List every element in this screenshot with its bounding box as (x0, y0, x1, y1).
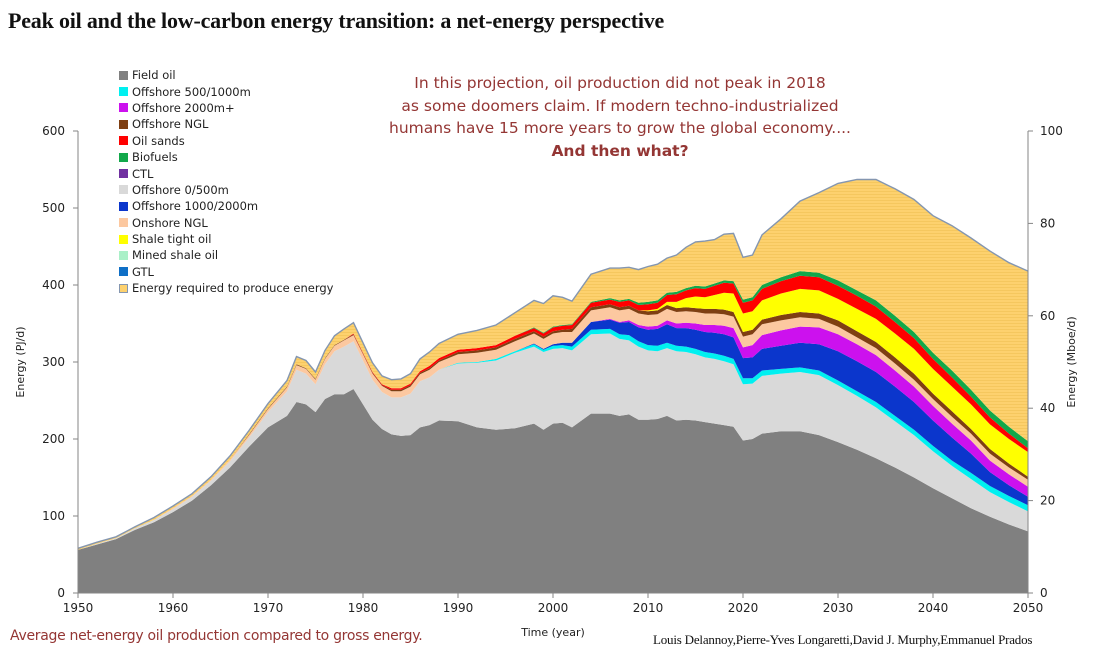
legend-label: Offshore NGL (132, 117, 209, 132)
legend-label: Offshore 2000m+ (132, 100, 235, 115)
x-tick-label: 1990 (443, 601, 474, 615)
area-offshore-0-500m (78, 333, 1028, 550)
x-tick-label: 1970 (253, 601, 284, 615)
legend-swatch (119, 218, 128, 228)
axes-group: 1950 1960 1970 1980 1990 2000 2010 2020 2030 2040… (42, 124, 1063, 615)
legend-item-mined-shale-oil: Mined shale oil (119, 247, 333, 263)
legend-swatch (119, 250, 128, 260)
y-tick-label-right: 20 (1040, 494, 1055, 508)
legend-item-offshore-1000-2000m: Offshore 1000/2000m (119, 198, 333, 214)
y-tick-label-left: 100 (42, 509, 65, 523)
legend-swatch (119, 185, 128, 195)
legend-swatch (119, 283, 128, 293)
area-energy-required-to-produce-energy (78, 179, 1028, 550)
y-tick-label-right: 60 (1040, 309, 1055, 323)
legend-label: Offshore 1000/2000m (132, 199, 259, 214)
annotation-line: humans have 15 more years to grow the gl… (389, 119, 851, 137)
legend: Field oil Offshore 500/1000m Offshore 2000… (119, 67, 333, 296)
y-tick-label-left: 600 (42, 124, 65, 138)
x-tick-label: 2020 (728, 601, 759, 615)
legend-item-gtl: GTL (119, 264, 333, 280)
legend-label: Field oil (132, 68, 176, 83)
area-biofuels (78, 271, 1028, 550)
x-tick-label: 2040 (918, 601, 949, 615)
legend-label: Energy required to produce energy (132, 281, 334, 296)
author-credits: Louis Delannoy,Pierre-Yves Longaretti,Da… (653, 632, 1033, 647)
legend-item-energy-required-to-produce-energy: Energy required to produce energy (119, 280, 333, 296)
legend-swatch (119, 169, 128, 179)
legend-label: Mined shale oil (132, 248, 219, 263)
annotation-box: In this projection, oil production did n… (360, 72, 880, 162)
legend-label: Offshore 0/500m (132, 182, 229, 197)
legend-swatch (119, 152, 128, 162)
y-tick-label-left: 0 (57, 586, 65, 600)
legend-item-ctl: CTL (119, 165, 333, 181)
areas-group (77, 178, 1029, 593)
legend-label: Offshore 500/1000m (132, 84, 251, 99)
figure-caption: Average net-energy oil production compar… (10, 628, 423, 644)
legend-swatch (119, 201, 128, 211)
legend-label: Biofuels (132, 150, 178, 165)
x-tick-label: 1960 (158, 601, 189, 615)
annotation-line: In this projection, oil production did n… (414, 74, 826, 92)
x-tick-label: 2030 (823, 601, 854, 615)
x-tick-label: 2050 (1013, 601, 1044, 615)
y-axis-title-left: Energy (PJ/d) (14, 326, 27, 397)
page-title: Peak oil and the low-carbon energy trans… (8, 8, 665, 33)
area-oil-sands (78, 275, 1028, 550)
annotation-emphasis: And then what? (551, 141, 689, 160)
legend-swatch (119, 103, 128, 113)
legend-item-offshore-0-500m: Offshore 0/500m (119, 182, 333, 198)
annotation-line: as some doomers claim. If modern techno-… (401, 96, 839, 115)
legend-item-onshore-ngl: Onshore NGL (119, 215, 333, 231)
y-tick-label-right: 40 (1040, 401, 1055, 415)
legend-swatch (119, 267, 128, 277)
x-tick-label: 2000 (538, 601, 569, 615)
legend-label: CTL (132, 166, 154, 181)
legend-item-field-oil: Field oil (119, 67, 333, 83)
x-tick-label: 2010 (633, 601, 664, 615)
legend-swatch (119, 87, 128, 97)
x-tick-label: 1980 (348, 601, 379, 615)
legend-item-offshore-500-1000m: Offshore 500/1000m (119, 83, 333, 99)
y-axis-title-right: Energy (Mboe/d) (1065, 316, 1078, 407)
legend-item-shale-tight-oil: Shale tight oil (119, 231, 333, 247)
legend-label: Oil sands (132, 133, 185, 148)
y-tick-label-right: 80 (1040, 216, 1055, 230)
legend-item-oil-sands: Oil sands (119, 133, 333, 149)
legend-label: GTL (132, 264, 154, 279)
y-tick-label-right: 100 (1040, 124, 1063, 138)
x-tick-label: 1950 (63, 601, 94, 615)
y-tick-label-left: 500 (42, 201, 65, 215)
legend-swatch (119, 136, 128, 146)
legend-item-offshore-ngl: Offshore NGL (119, 116, 333, 132)
legend-swatch (119, 119, 128, 129)
y-tick-label-left: 200 (42, 432, 65, 446)
legend-item-offshore-2000m: Offshore 2000m+ (119, 100, 333, 116)
x-axis-title: Time (year) (520, 626, 585, 639)
legend-label: Shale tight oil (132, 232, 212, 247)
legend-swatch (119, 70, 128, 80)
y-tick-label-left: 400 (42, 278, 65, 292)
y-tick-label-right: 0 (1040, 586, 1048, 600)
area-field-oil (78, 389, 1028, 593)
legend-label: Onshore NGL (132, 215, 208, 230)
legend-swatch (119, 234, 128, 244)
y-tick-label-left: 300 (42, 355, 65, 369)
area-outline-energy-required-to-produce-energy (77, 178, 1029, 549)
legend-item-biofuels: Biofuels (119, 149, 333, 165)
